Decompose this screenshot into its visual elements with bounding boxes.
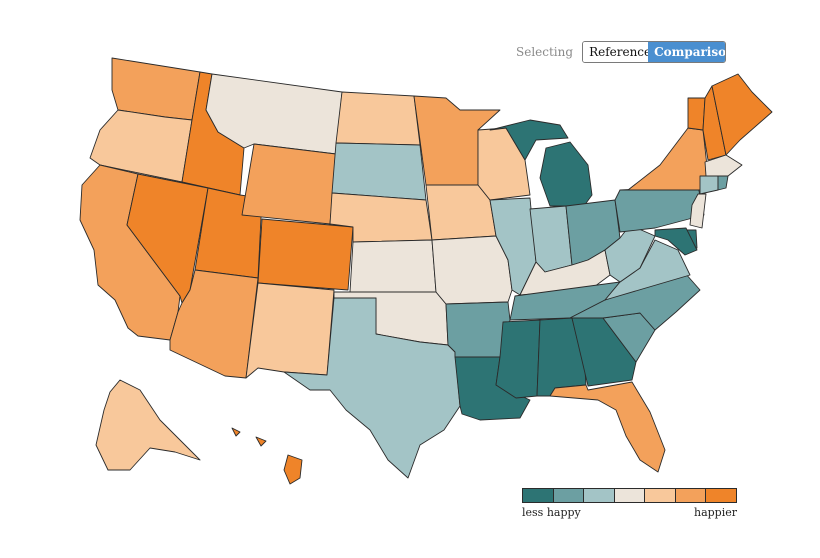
reference-comparison-toggle[interactable]: Reference Comparison [582,41,727,63]
state-ms[interactable] [495,319,541,399]
reference-button[interactable]: Reference [583,42,651,62]
legend-swatch-1 [523,489,554,502]
legend-low-label: less happy [522,506,581,519]
legend-swatch-7 [706,489,737,502]
state-ct[interactable] [699,175,719,195]
state-nd[interactable] [335,91,421,146]
state-tx[interactable] [283,297,461,479]
legend-swatch-6 [675,489,707,502]
state-ri[interactable] [717,175,729,191]
state-or[interactable] [89,109,193,183]
state-nm[interactable] [245,282,335,379]
state-nj[interactable] [689,193,707,229]
state-wy[interactable] [241,143,337,225]
legend-swatch-3 [584,489,615,502]
state-co[interactable] [257,218,354,291]
state-mi[interactable] [489,119,593,207]
legend-high-label: happier [693,506,737,519]
comparison-button[interactable]: Comparison [648,42,726,62]
state-sd[interactable] [331,142,427,201]
state-md[interactable] [654,227,698,256]
legend-labels: less happy happier [522,506,737,519]
legend-swatch-4 [614,489,646,502]
state-nh[interactable] [702,85,727,161]
state-ak[interactable] [95,379,201,471]
state-hi[interactable] [231,427,303,485]
state-mo[interactable] [431,235,513,305]
legend-swatch-5 [645,489,676,502]
state-fl[interactable] [549,381,666,473]
legend-swatches [522,488,737,503]
state-vt[interactable] [687,97,706,131]
states-layer [79,57,773,485]
state-wv[interactable] [604,224,656,283]
legend-swatch-2 [553,489,585,502]
state-ny[interactable] [619,127,709,191]
selection-control: Selecting Reference Comparison [516,41,727,63]
color-scale-legend: less happy happier [522,488,737,519]
state-ks[interactable] [349,239,437,293]
selecting-label: Selecting [516,45,574,59]
state-ma[interactable] [704,154,743,177]
